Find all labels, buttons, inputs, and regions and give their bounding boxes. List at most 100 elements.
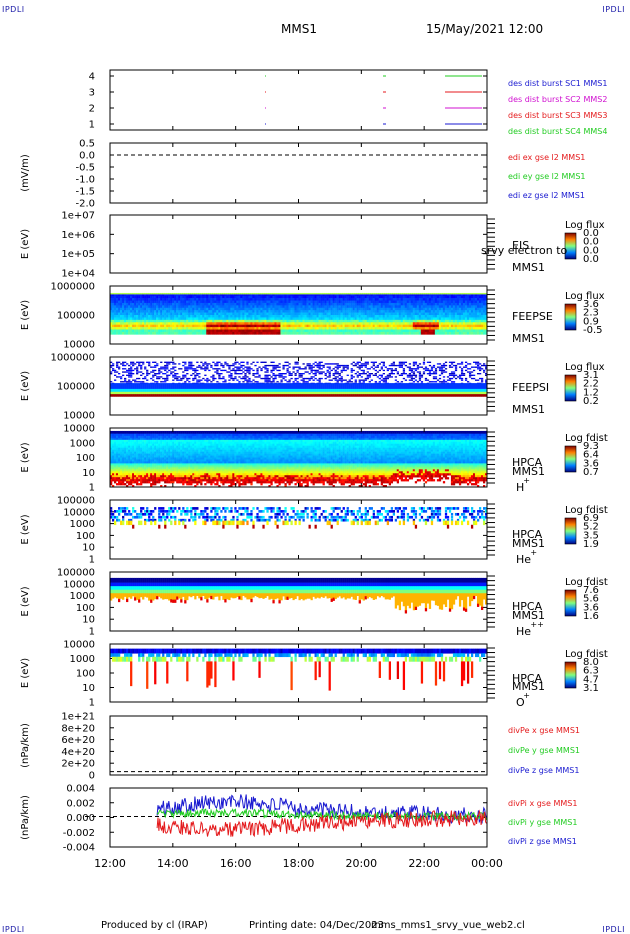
heat-cell bbox=[312, 388, 315, 393]
heat-cell bbox=[356, 394, 359, 397]
heat-cell bbox=[266, 374, 269, 376]
heat-cell bbox=[326, 363, 329, 365]
heat-cell bbox=[460, 300, 464, 304]
heat-cell bbox=[326, 317, 329, 321]
heat-cell bbox=[196, 298, 199, 301]
heat-cell bbox=[130, 371, 133, 373]
heat-cell bbox=[204, 368, 207, 370]
heat-cell bbox=[344, 293, 347, 296]
heat-cell bbox=[154, 302, 157, 306]
heat-cell bbox=[134, 305, 137, 309]
heat-cell bbox=[186, 383, 189, 390]
heat-cell bbox=[172, 383, 175, 390]
heat-cell bbox=[204, 363, 207, 365]
heat-cell bbox=[294, 329, 297, 333]
heat-cell bbox=[316, 369, 319, 372]
heat-cell bbox=[330, 307, 333, 311]
heat-cell bbox=[424, 292, 428, 295]
heat-cell bbox=[260, 302, 263, 306]
heat-cell bbox=[126, 302, 129, 306]
heat-cell bbox=[152, 369, 155, 372]
heat-cell bbox=[420, 300, 424, 304]
heat-cell bbox=[208, 315, 211, 318]
heat-cell bbox=[250, 327, 253, 330]
heat-cell bbox=[322, 322, 325, 325]
heat-cell bbox=[142, 324, 145, 328]
heat-cell bbox=[160, 383, 163, 390]
heat-cell bbox=[466, 298, 470, 301]
heat-cell bbox=[130, 327, 133, 330]
heat-cell bbox=[158, 292, 161, 295]
heat-cell bbox=[200, 298, 203, 301]
heat-cell bbox=[262, 366, 265, 368]
heat-cell bbox=[292, 381, 295, 383]
heat-cell bbox=[270, 369, 273, 372]
heat-cell bbox=[338, 391, 341, 395]
heat-cell bbox=[134, 327, 137, 330]
heat-cell bbox=[360, 369, 363, 372]
heat-cell bbox=[160, 394, 163, 397]
heat-cell bbox=[170, 319, 173, 323]
heat-cell bbox=[280, 295, 283, 299]
heat-cell bbox=[356, 322, 359, 325]
heat-cell bbox=[224, 317, 227, 321]
heat-cell bbox=[236, 305, 239, 309]
heat-cell bbox=[234, 319, 237, 323]
heat-cell bbox=[200, 292, 203, 295]
heat-cell bbox=[278, 324, 281, 328]
heat-cell bbox=[206, 377, 209, 380]
heat-cell bbox=[294, 366, 297, 368]
heat-cell bbox=[256, 388, 259, 393]
heat-cell bbox=[186, 322, 189, 325]
heat-cell bbox=[278, 376, 281, 378]
heat-cell bbox=[368, 368, 371, 370]
heat-cell bbox=[366, 307, 369, 311]
heat-cell bbox=[362, 371, 365, 373]
heat-cell bbox=[320, 324, 323, 328]
heat-cell bbox=[130, 369, 133, 372]
heat-cell bbox=[342, 322, 345, 325]
heat-cell bbox=[160, 327, 163, 330]
heat-cell bbox=[330, 319, 333, 323]
heat-cell bbox=[330, 292, 333, 295]
heat-cell bbox=[128, 388, 131, 393]
heat-cell bbox=[352, 315, 355, 318]
heat-cell bbox=[446, 307, 450, 311]
heat-cell bbox=[274, 364, 277, 367]
heat-cell bbox=[172, 331, 175, 335]
heat-cell bbox=[298, 391, 301, 395]
heat-cell bbox=[300, 302, 303, 306]
heat-cell bbox=[476, 317, 480, 321]
heat-cell bbox=[458, 319, 462, 323]
heat-cell bbox=[256, 317, 259, 321]
heat-cell bbox=[308, 305, 311, 309]
heat-cell bbox=[290, 302, 293, 306]
heat-cell bbox=[444, 331, 448, 335]
heat-cell bbox=[340, 327, 343, 330]
heat-cell bbox=[266, 376, 269, 378]
heat-cell bbox=[120, 324, 123, 328]
heat-cell bbox=[124, 310, 127, 313]
heat-cell bbox=[252, 317, 255, 321]
heat-cell bbox=[422, 293, 426, 296]
heat-cell bbox=[300, 379, 303, 381]
heat-cell bbox=[142, 300, 145, 304]
heat-cell bbox=[350, 388, 353, 393]
heat-cell bbox=[158, 302, 161, 306]
heat-cell bbox=[310, 302, 313, 306]
heat-cell bbox=[332, 322, 335, 325]
heat-cell bbox=[298, 293, 301, 296]
heat-cell bbox=[328, 366, 331, 368]
heat-cell bbox=[158, 377, 161, 380]
heat-cell bbox=[278, 366, 281, 368]
heat-cell bbox=[238, 363, 241, 365]
heat-cell bbox=[110, 293, 113, 296]
heat-cell bbox=[416, 292, 420, 295]
heat-cell bbox=[324, 327, 327, 330]
heat-cell bbox=[262, 319, 265, 323]
heat-cell bbox=[380, 394, 383, 397]
heat-cell bbox=[172, 374, 175, 376]
heat-cell bbox=[246, 381, 249, 383]
heat-cell bbox=[286, 383, 289, 390]
heat-cell bbox=[316, 310, 319, 313]
